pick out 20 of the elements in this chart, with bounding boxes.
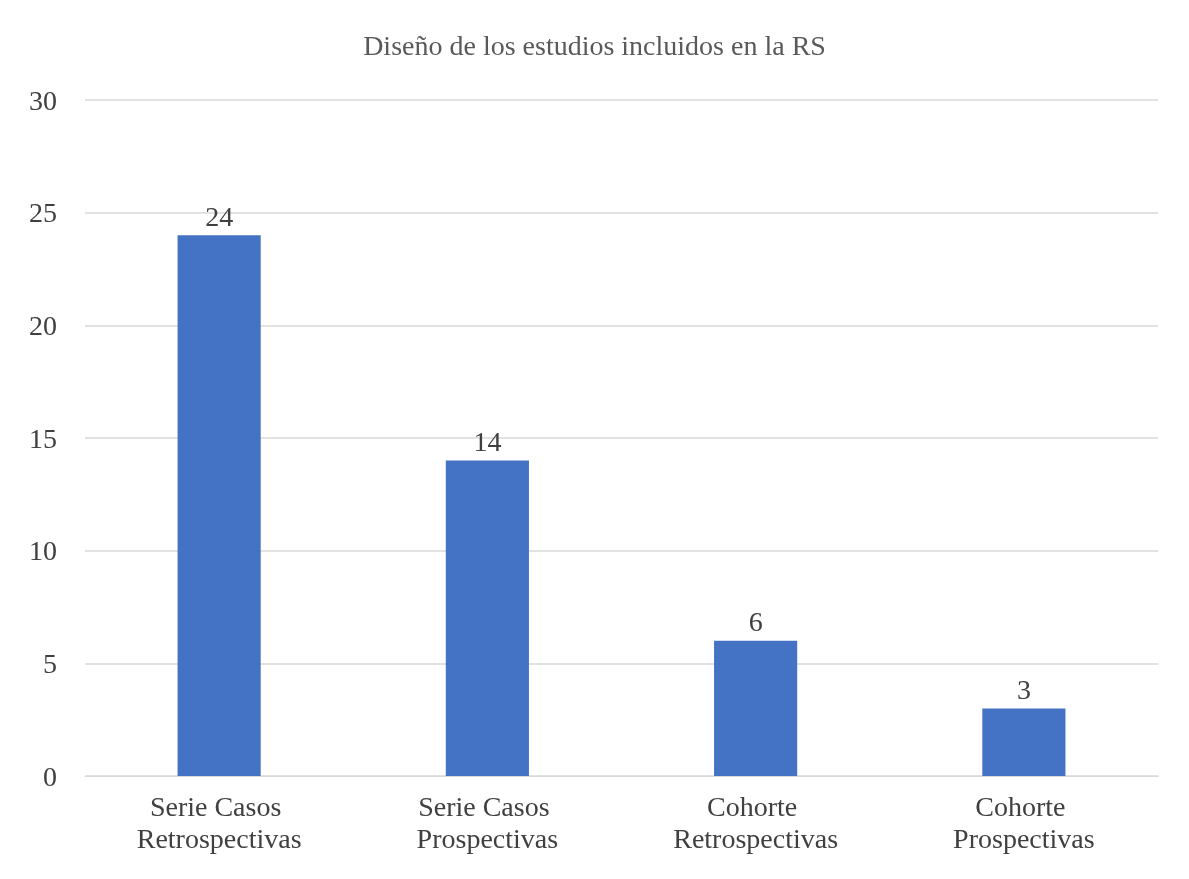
data-label: 3 [1016, 673, 1031, 705]
y-tick-label: 15 [29, 422, 57, 454]
x-tick-label: Serie Casos Retrospectivas [136, 790, 302, 854]
bar [445, 460, 529, 776]
y-tick-label: 25 [29, 197, 57, 229]
bar [177, 235, 261, 776]
y-tick-label: 10 [29, 535, 57, 567]
data-label: 14 [473, 426, 502, 458]
y-tick-label: 30 [29, 84, 57, 116]
data-label: 24 [205, 200, 234, 232]
chart-title: Diseño de los estudios incluidos en la RS [363, 29, 826, 61]
y-tick-label: 5 [43, 647, 57, 679]
bar [982, 708, 1066, 776]
x-tick-label: Cohorte Prospectivas [953, 790, 1095, 854]
data-label: 6 [748, 606, 763, 638]
y-tick-label: 0 [43, 760, 57, 792]
x-tick-label: Serie Casos Prospectivas [416, 790, 559, 854]
bar [714, 640, 798, 776]
x-tick-label: Cohorte Retrospectivas [673, 790, 839, 854]
y-tick-label: 20 [29, 309, 57, 341]
